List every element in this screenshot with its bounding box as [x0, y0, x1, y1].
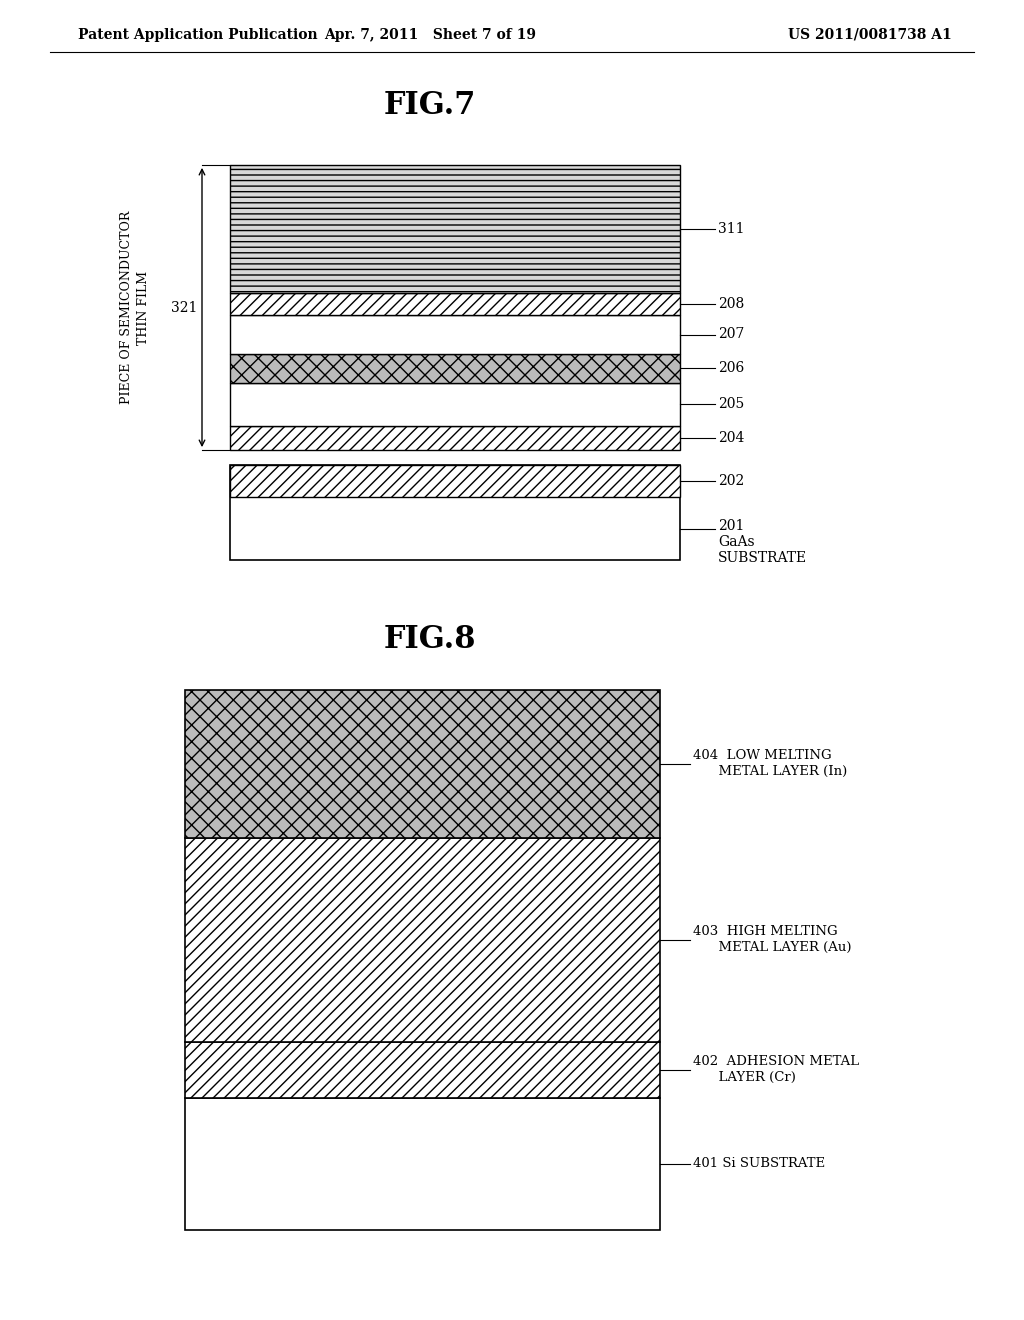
Text: 201
GaAs
SUBSTRATE: 201 GaAs SUBSTRATE	[718, 519, 807, 565]
Bar	[230, 315, 680, 354]
Text: 311: 311	[718, 222, 744, 236]
Text: 208: 208	[718, 297, 744, 310]
Bar	[230, 465, 680, 498]
Bar	[185, 1097, 660, 1230]
Text: Apr. 7, 2011   Sheet 7 of 19: Apr. 7, 2011 Sheet 7 of 19	[324, 28, 536, 42]
Text: 204: 204	[718, 432, 744, 445]
Text: Patent Application Publication: Patent Application Publication	[78, 28, 317, 42]
Text: US 2011/0081738 A1: US 2011/0081738 A1	[788, 28, 952, 42]
Text: 206: 206	[718, 362, 744, 375]
Text: 404  LOW MELTING
      METAL LAYER (In): 404 LOW MELTING METAL LAYER (In)	[693, 750, 847, 779]
Text: 401 Si SUBSTRATE: 401 Si SUBSTRATE	[693, 1158, 825, 1171]
Text: 403  HIGH MELTING
      METAL LAYER (Au): 403 HIGH MELTING METAL LAYER (Au)	[693, 925, 852, 954]
Bar	[185, 1041, 660, 1097]
Text: 202: 202	[718, 474, 744, 488]
Bar	[185, 690, 660, 838]
Bar	[230, 465, 680, 560]
Bar	[185, 838, 660, 1041]
Text: FIG.8: FIG.8	[384, 624, 476, 656]
Text: 205: 205	[718, 397, 744, 412]
Text: PIECE OF SEMICONDUCTOR
THIN FILM: PIECE OF SEMICONDUCTOR THIN FILM	[120, 211, 150, 404]
Bar	[230, 383, 680, 426]
Bar	[230, 293, 680, 315]
Bar	[230, 354, 680, 383]
Bar	[230, 426, 680, 450]
Text: 207: 207	[718, 327, 744, 342]
Text: FIG.7: FIG.7	[384, 90, 476, 120]
Bar	[230, 165, 680, 293]
Text: 321: 321	[171, 301, 197, 314]
Text: 402  ADHESION METAL
      LAYER (Cr): 402 ADHESION METAL LAYER (Cr)	[693, 1055, 859, 1084]
